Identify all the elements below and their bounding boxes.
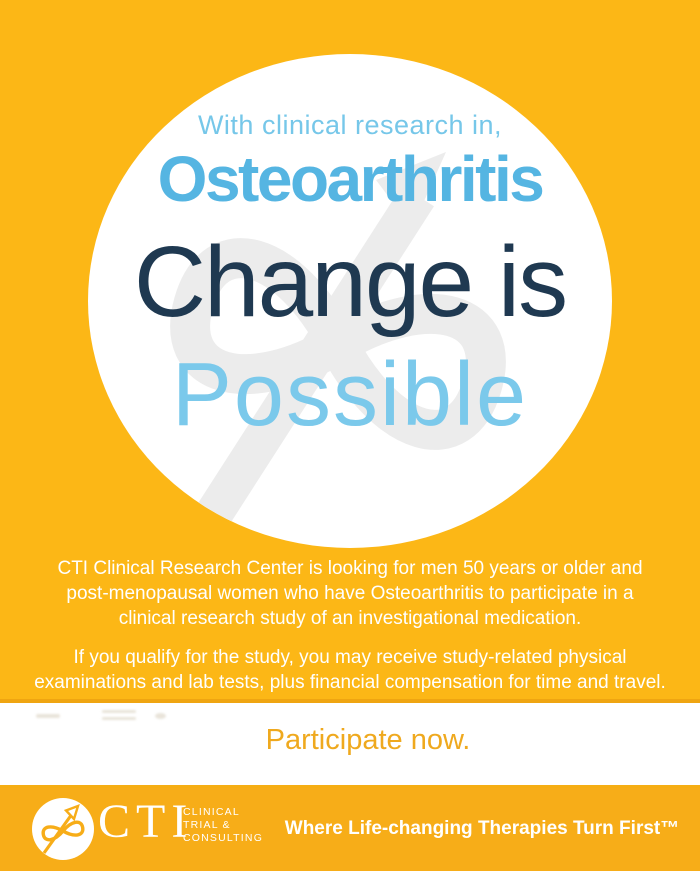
- erased-text-smudge: [36, 714, 60, 718]
- footer-tagline: Where Life-changing Therapies Turn First…: [284, 818, 680, 839]
- cti-infinity-watermark-icon: [170, 152, 506, 537]
- cti-logo-icon: [32, 798, 94, 860]
- erased-text-smudge: [102, 717, 136, 720]
- hero-circle: With clinical research in, Osteoarthriti…: [88, 54, 612, 548]
- paragraph-line: examinations and lab tests, plus financi…: [34, 672, 666, 693]
- cti-brand-words: CLINICAL TRIAL & CONSULTING: [183, 806, 263, 845]
- cti-brand-acronym: CTI: [98, 795, 194, 848]
- strip-top-edge: [0, 699, 700, 703]
- body-copy: CTI Clinical Research Center is looking …: [0, 556, 700, 695]
- erased-text-smudge: [155, 713, 166, 719]
- paragraph-line: post-menopausal women who have Osteoarth…: [66, 583, 634, 604]
- qualification-paragraph: If you qualify for the study, you may re…: [0, 645, 700, 695]
- brand-word-line: CONSULTING: [183, 832, 264, 844]
- paragraph-line: If you qualify for the study, you may re…: [73, 647, 627, 668]
- strip-bottom-edge: [0, 785, 700, 788]
- paragraph-line: CTI Clinical Research Center is looking …: [57, 558, 643, 579]
- participate-now-link[interactable]: Participate now.: [265, 724, 471, 756]
- paragraph-line: clinical research study of an investigat…: [118, 608, 582, 629]
- cta-strip: [0, 703, 700, 785]
- erased-text-smudge: [102, 710, 136, 713]
- hero-condition-text: Osteoarthritis: [157, 143, 545, 215]
- hero-kicker-text: With clinical research in,: [197, 110, 503, 140]
- brand-word-line: CLINICAL: [183, 806, 240, 818]
- brand-word-line: TRIAL &: [183, 819, 231, 831]
- hero-headline-line1: Change is: [133, 226, 568, 338]
- recruitment-paragraph: CTI Clinical Research Center is looking …: [0, 556, 700, 631]
- footer-band: [0, 788, 700, 871]
- hero-headline-line2: Possible: [171, 345, 529, 445]
